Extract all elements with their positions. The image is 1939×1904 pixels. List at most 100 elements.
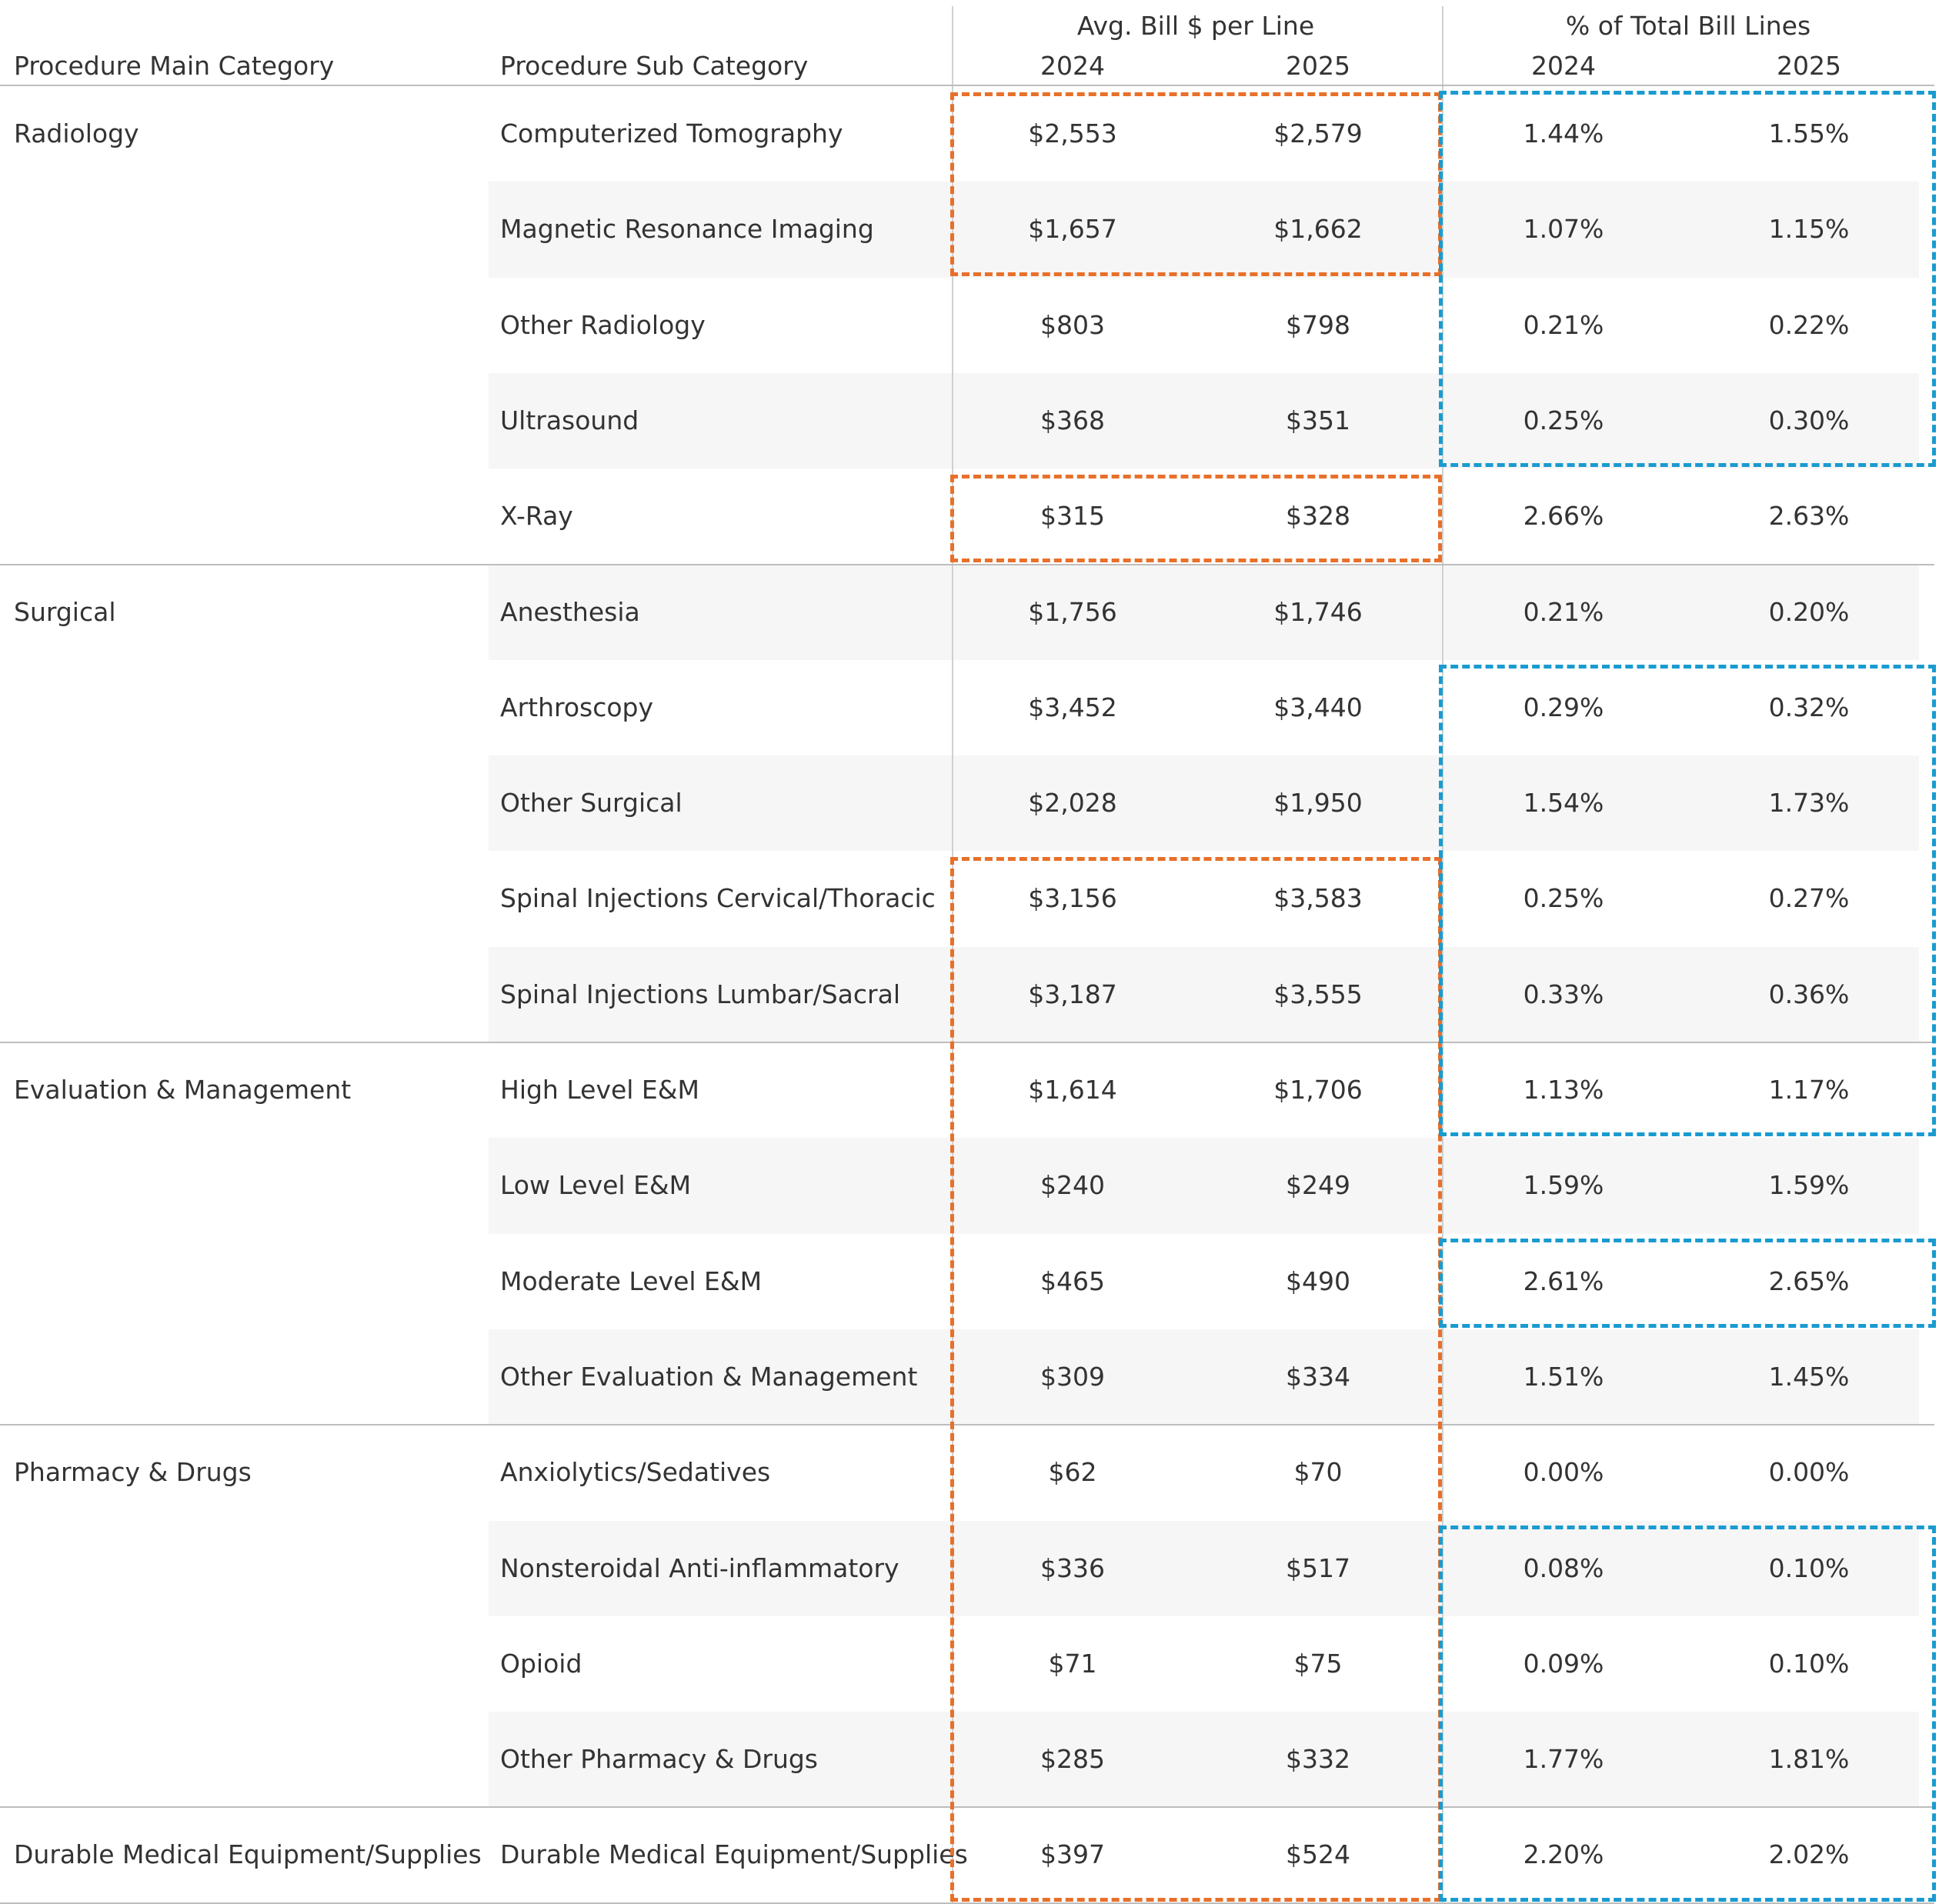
table-cell-bill-2024: $1,756 (1028, 596, 1117, 627)
sub-category-label: Moderate Level E&M (500, 1265, 763, 1296)
table-cell-bill-2024: $315 (1040, 501, 1105, 532)
header-year-pct-2025: 2025 (1777, 51, 1841, 81)
table-cell-pct-2024: 1.51% (1523, 1361, 1604, 1392)
table-cell-bill-2025: $249 (1286, 1170, 1350, 1201)
sub-category-label: Ultrasound (500, 405, 639, 435)
sub-category-label: Anesthesia (500, 596, 640, 627)
table-cell-pct-2025: 1.55% (1768, 118, 1850, 148)
table-cell-pct-2024: 0.29% (1523, 692, 1604, 722)
table-cell-bill-2024: $803 (1040, 309, 1105, 340)
main-category-label: Durable Medical Equipment/Supplies (14, 1839, 482, 1870)
table-cell-bill-2024: $62 (1048, 1457, 1097, 1488)
row-band (489, 946, 1919, 1042)
group-divider (0, 563, 1934, 565)
table-cell-pct-2024: 1.77% (1523, 1744, 1604, 1775)
row-band (489, 564, 1919, 660)
table-cell-pct-2024: 2.61% (1523, 1265, 1604, 1296)
table-cell-pct-2025: 2.65% (1768, 1265, 1850, 1296)
table-cell-bill-2025: $70 (1293, 1457, 1343, 1488)
table-cell-bill-2025: $517 (1286, 1552, 1350, 1583)
sub-category-label: Low Level E&M (500, 1170, 692, 1201)
table-cell-pct-2025: 0.22% (1768, 309, 1850, 340)
table-cell-bill-2024: $240 (1040, 1170, 1105, 1201)
table-cell-bill-2025: $3,583 (1273, 883, 1363, 914)
table-cell-pct-2025: 1.59% (1768, 1170, 1850, 1201)
row-band (489, 1520, 1919, 1616)
table-cell-pct-2024: 0.21% (1523, 309, 1604, 340)
header-year-pct-2024: 2024 (1531, 51, 1596, 81)
table-cell-pct-2024: 0.25% (1523, 405, 1604, 435)
main-category-label: Radiology (14, 118, 139, 148)
table-cell-pct-2025: 0.30% (1768, 405, 1850, 435)
table-cell-bill-2024: $2,028 (1028, 788, 1117, 819)
sub-category-label: Nonsteroidal Anti-inflammatory (500, 1552, 899, 1583)
sub-category-label: Spinal Injections Cervical/Thoracic (500, 883, 936, 914)
table-cell-bill-2024: $397 (1040, 1839, 1105, 1870)
table-cell-bill-2024: $3,187 (1028, 979, 1117, 1009)
table-cell-bill-2025: $351 (1286, 405, 1350, 435)
highlight-box-avg-bill (950, 857, 1442, 1902)
table-cell-pct-2024: 1.13% (1523, 1075, 1604, 1105)
table-cell-bill-2025: $3,440 (1273, 692, 1363, 722)
table-cell-pct-2025: 1.73% (1768, 788, 1850, 819)
table-cell-bill-2025: $2,579 (1273, 118, 1363, 148)
table-cell-pct-2025: 1.17% (1768, 1075, 1850, 1105)
sub-category-label: Opioid (500, 1648, 582, 1679)
sub-category-label: Arthroscopy (500, 692, 654, 722)
highlight-box-pct-lines (1439, 1525, 1936, 1902)
table-cell-bill-2025: $1,662 (1273, 214, 1363, 245)
table-cell-bill-2025: $334 (1286, 1361, 1350, 1392)
sub-category-label: Other Radiology (500, 309, 706, 340)
header-year-bill-2024: 2024 (1040, 51, 1105, 81)
table-cell-bill-2024: $285 (1040, 1744, 1105, 1775)
table-cell-pct-2024: 2.66% (1523, 501, 1604, 532)
table-cell-pct-2025: 1.81% (1768, 1744, 1850, 1775)
table-cell-pct-2024: 0.08% (1523, 1552, 1604, 1583)
highlight-box-avg-bill (950, 92, 1442, 276)
table-cell-pct-2025: 0.27% (1768, 883, 1850, 914)
table-cell-pct-2024: 0.33% (1523, 979, 1604, 1009)
row-band (489, 755, 1919, 852)
group-divider (0, 1806, 1934, 1809)
table-cell-bill-2024: $1,614 (1028, 1075, 1117, 1105)
header-group-avg-bill: Avg. Bill $ per Line (1076, 11, 1315, 41)
table-cell-pct-2024: 0.00% (1523, 1457, 1604, 1488)
table-cell-bill-2024: $309 (1040, 1361, 1105, 1392)
table-cell-bill-2024: $336 (1040, 1552, 1105, 1583)
table-cell-pct-2025: 0.20% (1768, 596, 1850, 627)
sub-category-label: X-Ray (500, 501, 573, 532)
table-cell-bill-2025: $75 (1293, 1648, 1343, 1679)
sub-category-label: Durable Medical Equipment/Supplies (500, 1839, 968, 1870)
sub-category-label: Spinal Injections Lumbar/Sacral (500, 979, 901, 1009)
table-cell-pct-2025: 2.63% (1768, 501, 1850, 532)
highlight-box-pct-lines (1439, 91, 1936, 468)
row-band (489, 1329, 1919, 1425)
table-cell-bill-2024: $1,657 (1028, 214, 1117, 245)
table-cell-bill-2025: $1,950 (1273, 788, 1363, 819)
sub-category-label: Magnetic Resonance Imaging (500, 214, 874, 245)
table-cell-pct-2025: 0.32% (1768, 692, 1850, 722)
table-cell-bill-2024: $368 (1040, 405, 1105, 435)
table-cell-bill-2024: $3,156 (1028, 883, 1117, 914)
row-band (489, 372, 1919, 469)
header-year-bill-2025: 2025 (1286, 51, 1350, 81)
row-band (489, 1138, 1919, 1234)
group-divider (0, 1042, 1934, 1043)
table-cell-bill-2025: $524 (1286, 1839, 1350, 1870)
table-cell-pct-2024: 1.54% (1523, 788, 1604, 819)
sub-category-label: Other Evaluation & Management (500, 1361, 918, 1392)
table-cell-pct-2024: 0.21% (1523, 596, 1604, 627)
column-separator (1442, 6, 1443, 1903)
main-category-label: Evaluation & Management (14, 1075, 352, 1105)
table-cell-bill-2025: $798 (1286, 309, 1350, 340)
table-cell-pct-2025: 2.02% (1768, 1839, 1850, 1870)
table-cell-pct-2024: 1.44% (1523, 118, 1604, 148)
table-cell-bill-2025: $3,555 (1273, 979, 1363, 1009)
table-cell-pct-2025: 0.10% (1768, 1648, 1850, 1679)
table-cell-bill-2024: $71 (1048, 1648, 1097, 1679)
table-cell-bill-2025: $1,706 (1273, 1075, 1363, 1105)
table-cell-bill-2025: $332 (1286, 1744, 1350, 1775)
highlight-box-avg-bill (950, 475, 1442, 563)
table-cell-bill-2025: $490 (1286, 1265, 1350, 1296)
